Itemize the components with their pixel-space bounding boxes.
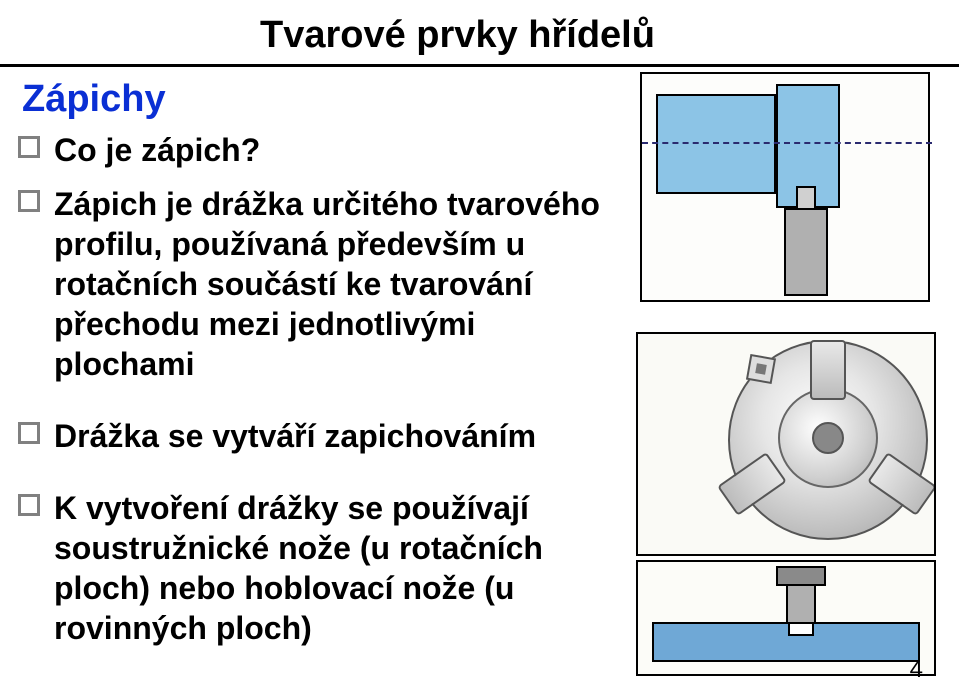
page-number: 4 bbox=[910, 656, 923, 684]
chuck-jaw bbox=[810, 340, 846, 400]
bullet-icon bbox=[18, 422, 40, 444]
diagram-planing bbox=[636, 560, 936, 676]
list-item: Zápich je drážka určitého tvarového prof… bbox=[18, 184, 608, 384]
tool-body bbox=[784, 208, 828, 296]
hex-icon bbox=[755, 363, 767, 375]
list-item: Drážka se vytváří zapichováním bbox=[18, 416, 608, 456]
slide: Tvarové prvky hřídelů Zápichy Co je zápi… bbox=[0, 0, 959, 698]
bullet-text: K vytvoření drážky se používají soustruž… bbox=[54, 488, 608, 648]
bullet-icon bbox=[18, 494, 40, 516]
bullet-text: Co je zápich? bbox=[54, 130, 260, 170]
bullet-icon bbox=[18, 190, 40, 212]
chuck-bore bbox=[812, 422, 844, 454]
list-item: Co je zápich? bbox=[18, 130, 608, 170]
section-heading: Zápichy bbox=[22, 78, 166, 121]
title-underline bbox=[0, 64, 959, 67]
workpiece bbox=[652, 622, 920, 662]
list-item: K vytvoření drážky se používají soustruž… bbox=[18, 488, 608, 648]
bullet-icon bbox=[18, 136, 40, 158]
groove-cut bbox=[788, 622, 814, 636]
key-socket bbox=[746, 354, 776, 384]
page-title: Tvarové prvky hřídelů bbox=[260, 14, 655, 57]
centerline bbox=[642, 142, 932, 144]
diagram-groove-tool bbox=[640, 72, 930, 302]
diagram-lathe-chuck bbox=[636, 332, 936, 556]
tool-holder bbox=[776, 566, 826, 586]
shaft-step-large bbox=[656, 94, 776, 194]
bullet-text: Drážka se vytváří zapichováním bbox=[54, 416, 536, 456]
bullet-text: Zápich je drážka určitého tvarového prof… bbox=[54, 184, 608, 384]
bullet-list: Co je zápich? Zápich je drážka určitého … bbox=[18, 130, 608, 662]
